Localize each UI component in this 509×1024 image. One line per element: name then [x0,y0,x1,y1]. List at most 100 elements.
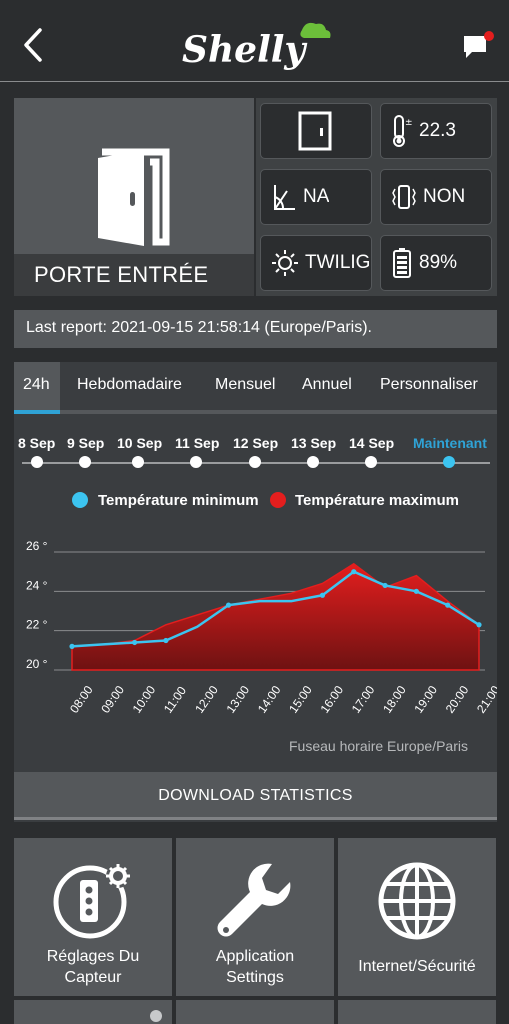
vibration-value: NON [423,186,466,207]
x-tick-label: 08:00 [67,683,96,716]
timeline-dot[interactable] [132,456,144,468]
x-tick-label: 14:00 [255,683,284,716]
series-min-line [71,570,480,648]
timeline-label[interactable]: 9 Sep [67,435,105,451]
active-tab-indicator [14,410,60,414]
y-tick-label: 24 ° [26,578,48,592]
timeline-dot[interactable] [190,456,202,468]
tilt-angle-icon [274,185,295,210]
back-arrow-icon[interactable] [18,26,48,64]
timeline-dot[interactable] [31,456,43,468]
battery-tile[interactable]: 89% [380,235,492,291]
settings-tile-partial[interactable] [150,1000,334,1024]
timeline-dot[interactable] [79,456,91,468]
vibration-tile[interactable]: NON [380,169,492,225]
tab-24h[interactable]: 24h [23,376,50,393]
svg-text:±: ± [405,118,413,128]
shelly-logo: Shelly [182,22,331,70]
series-min-point [225,602,232,608]
x-tick-label: 12:00 [192,683,221,716]
active-tab-bg [14,362,60,410]
device-name: PORTE ENTRÉE [34,262,209,287]
x-tick-label: 17:00 [349,683,378,716]
temperature-tile[interactable]: ± 22.3 [380,103,492,159]
series-min-point [445,602,451,608]
series-min-point [319,592,326,598]
internet-security-tile[interactable]: Internet/Sécurité [338,838,496,996]
x-tick-label: 10:00 [130,683,159,716]
tab-mensuel[interactable]: Mensuel [215,376,276,393]
internet-security-label: Internet/Sécurité [358,958,476,975]
x-tick-label: 15:00 [286,683,315,716]
series-min-point [382,582,388,589]
x-tick-label: 18:00 [380,683,409,716]
series-min-point [476,622,482,628]
timeline-label[interactable]: 8 Sep [18,435,56,451]
tab-annuel[interactable]: Annuel [302,376,352,393]
x-tick-label: 20:00 [443,683,472,716]
settings-tile-partial[interactable] [338,1000,496,1024]
door-state-tile[interactable] [260,103,372,159]
download-statistics-label: DOWNLOAD STATISTICS [158,787,353,804]
svg-text:Shelly: Shelly [182,29,307,70]
tab-personnaliser[interactable]: Personnaliser [380,376,478,393]
x-tick-label: 19:00 [411,683,440,716]
download-statistics-button[interactable]: DOWNLOAD STATISTICS [14,772,497,820]
tab-hebdomadaire[interactable]: Hebdomadaire [77,376,182,393]
thermometer-icon: ± [393,115,413,147]
settings-tile-partial[interactable] [14,1000,172,1024]
door-open-icon [98,148,170,246]
sensor-settings-label-2: Capteur [64,969,122,986]
last-report-bar: Last report: 2021-09-15 21:58:14 (Europe… [14,310,497,348]
status-grid: ± 22.3 NA NON TWILIG... [256,98,497,296]
temperature-chart: 20 ° 22 ° 24 ° 26 ° 08:00 09:00 10:00 11:00 12:0… [26,539,497,716]
application-settings-label-2: Settings [226,969,284,986]
last-report-text: Last report: 2021-09-15 21:58:14 (Europe… [26,319,372,336]
vibration-icon [392,185,416,209]
series-min-point [413,588,419,594]
sensor-settings-label-1: Réglages Du [46,948,140,965]
application-settings-tile[interactable]: Application Settings [176,838,334,996]
x-tick-label: 13:00 [224,683,253,716]
tilt-value: NA [303,186,330,207]
illumination-tile[interactable]: TWILIG... [260,235,372,291]
x-tick-label: 16:00 [317,683,346,716]
sensor-settings-tile[interactable]: Réglages Du Capteur [14,838,172,996]
top-bar: Shelly [0,0,509,82]
timeline-label[interactable]: 13 Sep [291,435,337,451]
wrench-icon [217,863,291,937]
timeline-label[interactable]: 11 Sep [175,435,220,451]
timeline-label[interactable]: 14 Sep [349,435,395,451]
period-tabs: 24h Hebdomadaire Mensuel Annuel Personna… [14,362,497,414]
sun-icon [272,250,298,276]
globe-icon [378,862,456,940]
timezone-note: Fuseau horaire Europe/Paris [289,738,468,754]
battery-value: 89% [419,252,458,273]
timeline-label-current[interactable]: Maintenant [413,435,487,451]
x-tick-label: 09:00 [98,683,127,716]
legend-min-label: Température minimum [98,492,259,509]
legend-max-label: Température maximum [295,492,459,509]
chat-notification-icon[interactable] [460,28,496,62]
y-tick-label: 20 ° [26,657,48,671]
timeline-dot[interactable] [365,456,377,468]
timeline-dot[interactable] [307,456,319,468]
battery-icon [393,248,411,278]
tilt-tile[interactable]: NA [260,169,372,225]
settings-grid: Réglages Du Capteur Application Settings… [14,838,497,1024]
sensor-settings-icon [53,864,130,939]
timeline-dot[interactable] [249,456,261,468]
illumination-value: TWILIG... [305,252,371,273]
timeline-dot-current[interactable] [443,456,455,468]
device-name-bar: PORTE ENTRÉE [14,254,254,296]
temperature-value: 22.3 [419,120,456,141]
timeline-label[interactable]: 12 Sep [233,435,279,451]
series-min-point [351,569,357,575]
application-settings-label-1: Application [215,948,295,965]
x-tick-label: 11:00 [161,684,189,716]
device-tile[interactable]: PORTE ENTRÉE [14,98,254,296]
series-min-point [69,643,75,649]
timeline-label[interactable]: 10 Sep [117,435,163,451]
legend-min-marker [72,492,88,508]
series-max-area [71,562,480,671]
